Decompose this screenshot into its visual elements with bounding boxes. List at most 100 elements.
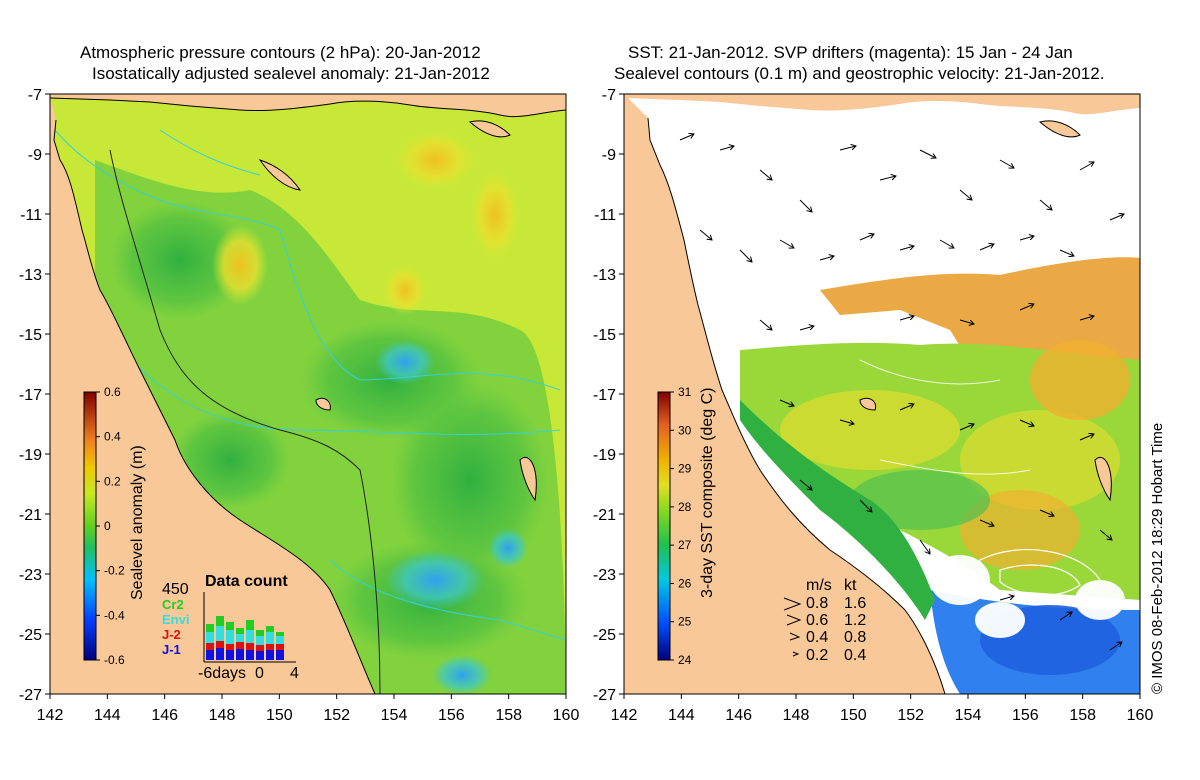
right-lat-label: -25 bbox=[593, 627, 616, 644]
right-colorbar-tick-label: 24 bbox=[678, 653, 692, 667]
left-colorbar-tick-label: -0.6 bbox=[104, 653, 125, 667]
right-lon-label: 142 bbox=[611, 707, 638, 724]
right-title-line1: SST: 21-Jan-2012. SVP drifters (magenta)… bbox=[628, 43, 1073, 62]
sat-label-envi: Envi bbox=[162, 612, 189, 627]
right-lon-label: 152 bbox=[897, 707, 924, 724]
left-lon-label: 152 bbox=[323, 707, 350, 724]
right-axes: -7 -9 -11 -13 -15 -17 -19 -21 -23 -25 -27 142 144 146… bbox=[593, 87, 1154, 724]
right-lat-label: -21 bbox=[593, 507, 616, 524]
right-lat-label: -19 bbox=[593, 447, 616, 464]
left-lat-label: -9 bbox=[28, 147, 42, 164]
left-png-landmass bbox=[50, 94, 566, 117]
right-map bbox=[624, 94, 1140, 694]
sat-label-cr2: Cr2 bbox=[162, 597, 184, 612]
right-colorbar-tick-label: 31 bbox=[678, 385, 692, 399]
right-lon-label: 156 bbox=[1012, 707, 1039, 724]
left-title-line2: Isostatically adjusted sealevel anomaly:… bbox=[92, 64, 490, 83]
left-lat-label: -7 bbox=[28, 87, 42, 104]
velocity-legend-ms-0: 0.8 bbox=[806, 595, 828, 612]
data-count-x-tick-zero: 0 bbox=[255, 665, 264, 682]
right-colorbar-label: 3-day SST composite (deg C) bbox=[699, 388, 716, 598]
left-lon-label: 148 bbox=[209, 707, 236, 724]
sat-label-j1: J-1 bbox=[162, 642, 181, 657]
velocity-legend-kt-2: 0.8 bbox=[844, 629, 866, 646]
velocity-legend-ms-3: 0.2 bbox=[806, 647, 828, 664]
left-lon-label: 154 bbox=[381, 707, 408, 724]
velocity-legend-arrow-0.6 bbox=[786, 614, 802, 626]
left-lat-label: -19 bbox=[19, 447, 42, 464]
right-lat-label: -23 bbox=[593, 567, 616, 584]
data-count-title: Data count bbox=[205, 573, 288, 590]
left-colorbar-tick-label: -0.2 bbox=[104, 564, 125, 578]
left-colorbar-ticks: 0.6 0.4 0.2 0 -0.2 -0.4 -0.6 bbox=[96, 385, 125, 667]
left-title-line1: Atmospheric pressure contours (2 hPa): 2… bbox=[80, 43, 481, 62]
left-lon-label: 150 bbox=[266, 707, 293, 724]
data-count-bars bbox=[206, 616, 284, 660]
left-colorbar-tick-label: 0.2 bbox=[104, 474, 121, 488]
sat-label-j2: J-2 bbox=[162, 627, 181, 642]
right-lon-label: 148 bbox=[783, 707, 810, 724]
right-lat-label: -13 bbox=[593, 267, 616, 284]
left-lat-label: -23 bbox=[19, 567, 42, 584]
left-colorbar-tick-label: 0.4 bbox=[104, 430, 121, 444]
left-lon-label: 144 bbox=[94, 707, 121, 724]
sst-coastal-green bbox=[740, 400, 935, 620]
right-australia-landmass bbox=[624, 94, 945, 694]
left-colorbar: 0.6 0.4 0.2 0 -0.2 -0.4 -0.6 Sealevel anomaly … bbox=[83, 385, 146, 667]
right-lon-label: 160 bbox=[1127, 707, 1154, 724]
right-colorbar-tick-label: 28 bbox=[678, 500, 692, 514]
left-axes: -7 -9 -11 -13 -15 -17 -19 -21 -23 -25 -27 142 144 146… bbox=[19, 87, 580, 724]
left-lon-label: 156 bbox=[438, 707, 465, 724]
left-colorbar-tick-label: 0.6 bbox=[104, 385, 121, 399]
right-lat-label: -17 bbox=[593, 387, 616, 404]
right-lon-label: 144 bbox=[668, 707, 695, 724]
left-lat-label: -27 bbox=[19, 687, 42, 704]
velocity-legend-kt-header: kt bbox=[844, 577, 857, 594]
left-map bbox=[50, 94, 566, 694]
velocity-legend: m/s kt 0.8 1.6 0.6 1.2 0.4 0.8 0.2 0.4 bbox=[783, 577, 866, 664]
velocity-legend-ms-header: m/s bbox=[806, 577, 832, 594]
velocity-legend-ms-1: 0.6 bbox=[806, 612, 828, 629]
velocity-legend-kt-0: 1.6 bbox=[844, 595, 866, 612]
right-title-line2: Sealevel contours (0.1 m) and geostrophi… bbox=[614, 64, 1105, 83]
right-lat-label: -11 bbox=[594, 207, 616, 224]
right-lat-label: -15 bbox=[593, 327, 616, 344]
velocity-legend-arrow-0.2 bbox=[792, 651, 800, 657]
left-colorbar-tick-label: -0.4 bbox=[104, 608, 125, 622]
left-lon-label: 158 bbox=[495, 707, 522, 724]
right-lon-label: 150 bbox=[840, 707, 867, 724]
right-lat-label: -7 bbox=[602, 87, 616, 104]
right-islands bbox=[859, 120, 1112, 502]
left-colorbar-bar bbox=[83, 391, 97, 661]
right-lon-label: 158 bbox=[1069, 707, 1096, 724]
left-lon-label: 160 bbox=[553, 707, 580, 724]
left-australia-landmass bbox=[50, 94, 375, 694]
left-colorbar-tick-label: 0 bbox=[104, 519, 111, 533]
left-colorbar-label: Sealevel anomaly (m) bbox=[129, 445, 146, 600]
data-count-max: 450 bbox=[162, 581, 189, 598]
right-lon-label: 154 bbox=[955, 707, 982, 724]
right-colorbar-ticks: 31 30 29 28 27 26 25 24 bbox=[670, 385, 692, 667]
right-colorbar-tick-label: 26 bbox=[678, 576, 692, 590]
right-lat-label: -9 bbox=[602, 147, 616, 164]
velocity-legend-arrow-0.8 bbox=[783, 597, 802, 611]
left-lat-label: -21 bbox=[19, 507, 42, 524]
left-lat-label: -17 bbox=[19, 387, 42, 404]
right-png-landmass bbox=[624, 94, 1140, 115]
left-lat-label: -13 bbox=[19, 267, 42, 284]
left-lon-label: 142 bbox=[37, 707, 64, 724]
velocity-legend-ms-2: 0.4 bbox=[806, 629, 828, 646]
velocity-arrows bbox=[679, 134, 1124, 651]
imos-credit: © IMOS 08-Feb-2012 18:29 Hobart Time bbox=[1149, 422, 1166, 694]
left-islands bbox=[258, 120, 537, 502]
right-lat-label: -27 bbox=[593, 687, 616, 704]
left-lat-label: -25 bbox=[19, 627, 42, 644]
right-lon-label: 146 bbox=[725, 707, 752, 724]
left-lat-label: -11 bbox=[20, 207, 42, 224]
right-colorbar-tick-label: 30 bbox=[678, 423, 692, 437]
left-lat-label: -15 bbox=[19, 327, 42, 344]
velocity-legend-kt-3: 0.4 bbox=[844, 647, 866, 664]
right-colorbar: 31 30 29 28 27 26 25 24 3-day SST composite (de… bbox=[657, 385, 716, 667]
data-count-x-tick-end: 4 bbox=[290, 665, 299, 682]
